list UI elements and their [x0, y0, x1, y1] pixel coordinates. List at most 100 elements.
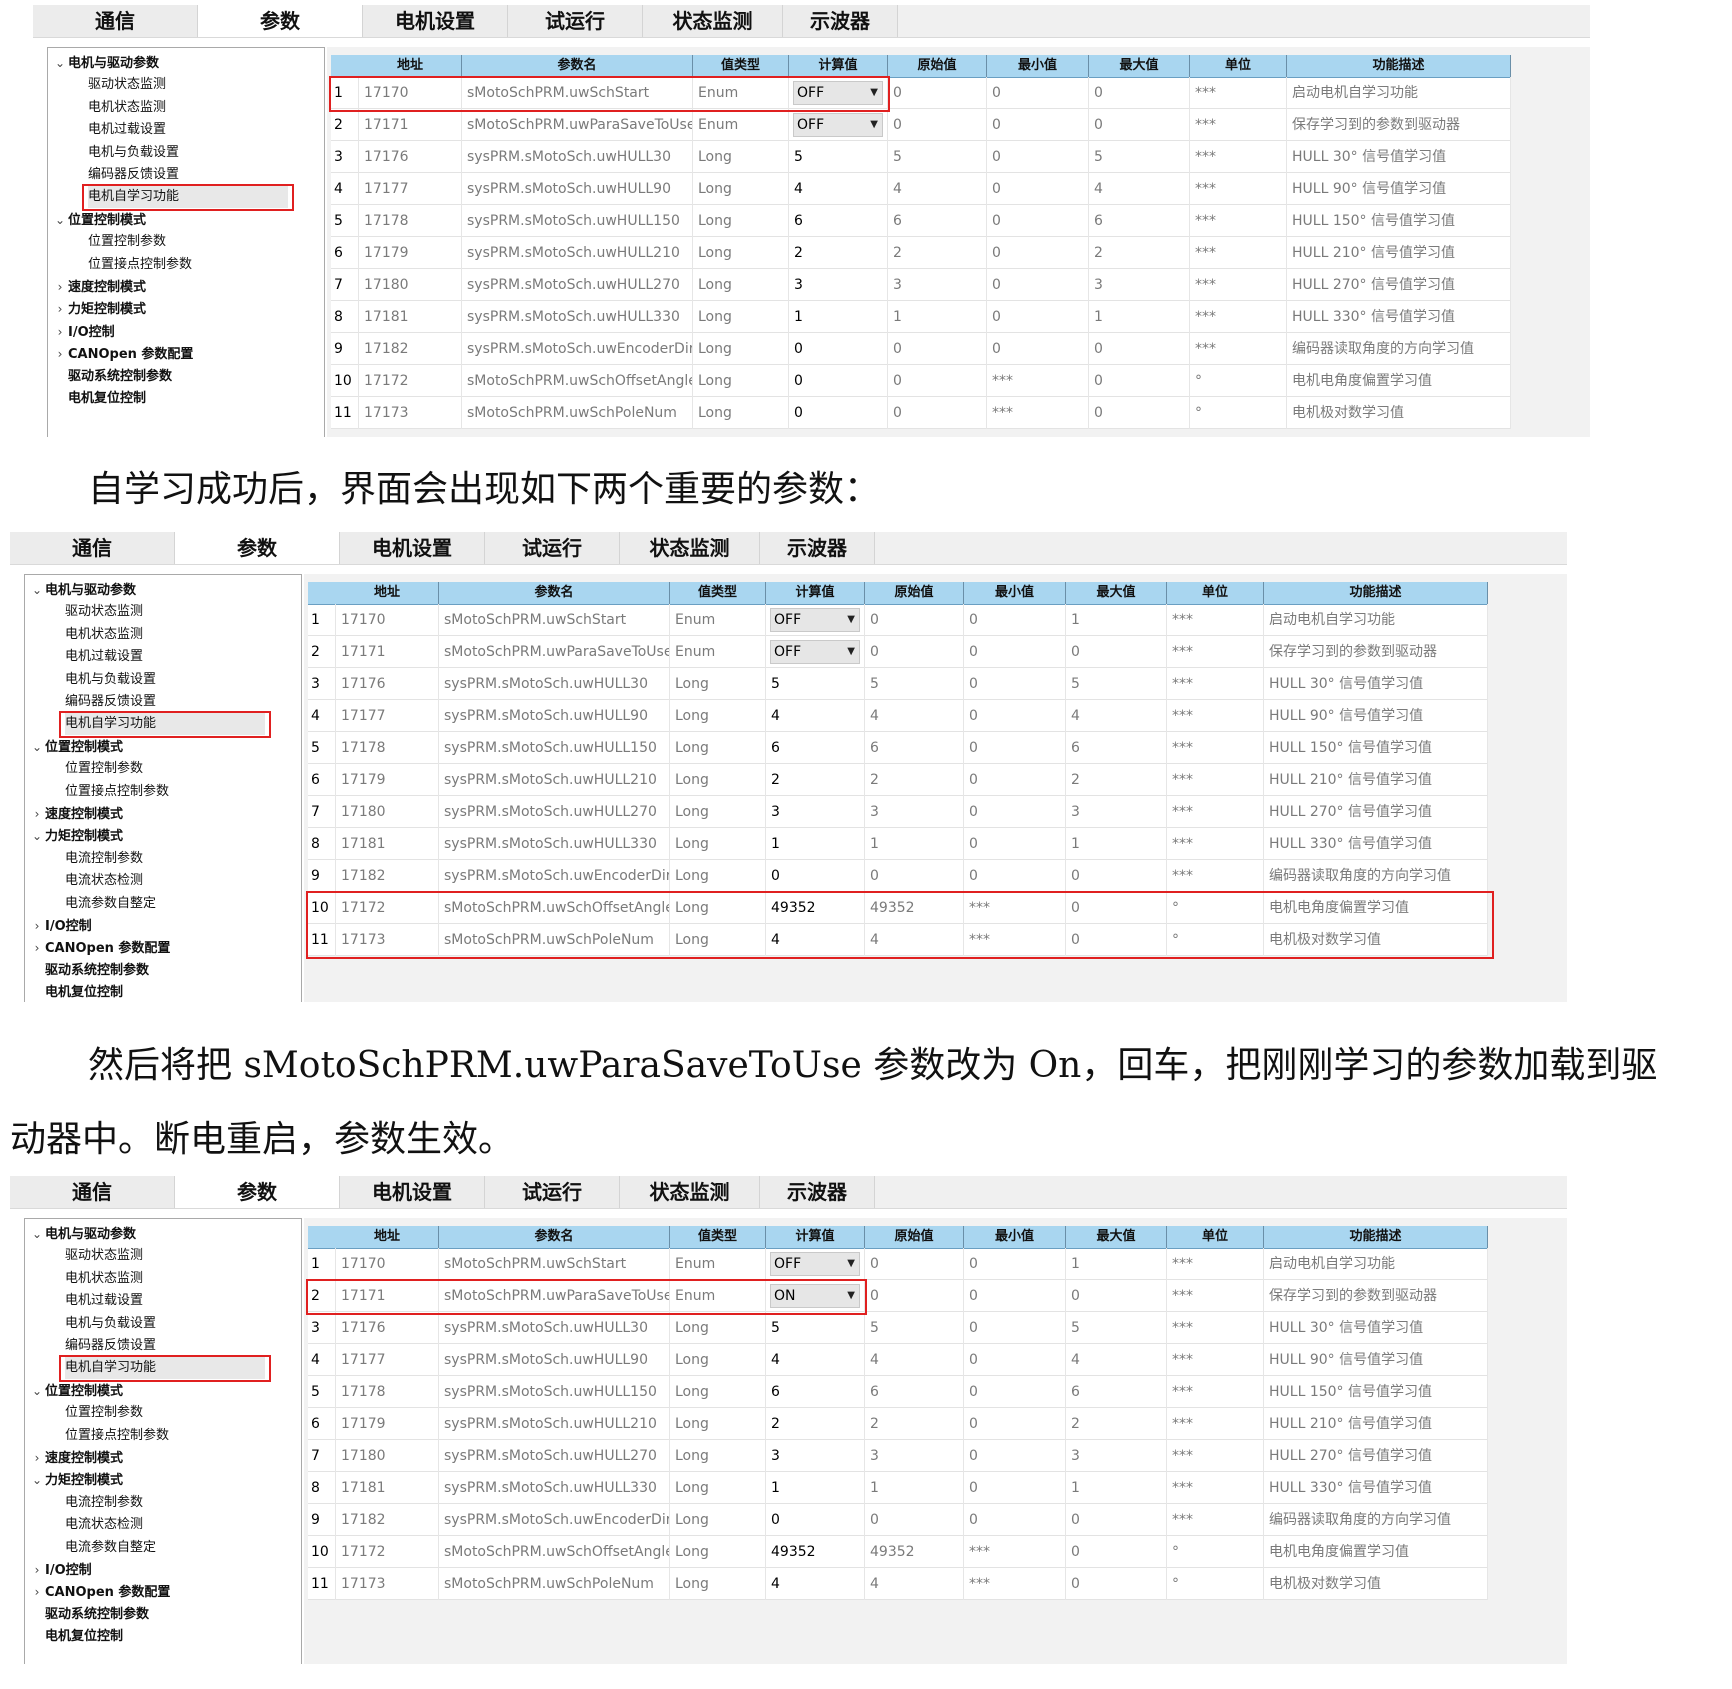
table-row[interactable]: 11 17173 sMotoSchPRM.uwSchPoleNum Long 4 4 ***…	[308, 924, 1488, 956]
table-cell[interactable]: 3	[766, 1440, 865, 1472]
chevron-right-icon[interactable]: ›	[34, 1585, 40, 1600]
tab-1[interactable]: 参数	[175, 532, 340, 564]
chevron-right-icon[interactable]: ›	[34, 919, 40, 933]
column-header[interactable]: 最大值	[1066, 582, 1167, 604]
column-header[interactable]: 最大值	[1089, 55, 1190, 77]
table-row[interactable]: 4 17177 sysPRM.sMotoSch.uwHULL90 Long 4 4 0 4 **…	[308, 700, 1488, 732]
tree-item[interactable]: 驱动系统控制参数	[29, 1604, 149, 1626]
table-cell[interactable]: ON ▼	[766, 1280, 865, 1312]
table-cell[interactable]: 0	[789, 365, 888, 397]
tree-item[interactable]: 电机复位控制	[29, 982, 123, 1002]
column-header[interactable]: 值类型	[670, 1226, 766, 1248]
tree-item[interactable]: ⌄ 力矩控制模式	[29, 825, 123, 847]
chevron-right-icon[interactable]: ›	[57, 302, 63, 317]
dropdown-arrow-icon[interactable]: ▼	[847, 1258, 855, 1269]
column-header[interactable]: 地址	[359, 55, 462, 77]
tree-item[interactable]: 位置控制参数	[65, 1402, 143, 1424]
table-cell[interactable]: 6	[789, 205, 888, 237]
tree-item[interactable]: 电机状态监测	[65, 1268, 143, 1290]
chevron-down-icon[interactable]: ⌄	[31, 1383, 43, 1398]
tree-item[interactable]: ⌄ 电机与驱动参数	[52, 52, 159, 74]
column-header[interactable]: 参数名	[462, 55, 693, 77]
value-dropdown[interactable]: OFF ▼	[770, 1252, 860, 1276]
chevron-down-icon[interactable]: ⌄	[31, 583, 43, 597]
column-header[interactable]: 单位	[1167, 1226, 1264, 1248]
tree-item[interactable]: 电流状态检测	[65, 1514, 143, 1536]
column-header[interactable]: 原始值	[865, 1226, 964, 1248]
column-header[interactable]: 地址	[336, 582, 439, 604]
table-cell[interactable]: 5	[789, 141, 888, 173]
table-row[interactable]: 1 17170 sMotoSchPRM.uwSchStart Enum OFF ▼ 0 0 1 *…	[308, 1248, 1488, 1280]
column-header[interactable]: 功能描述	[1287, 55, 1511, 77]
tab-4[interactable]: 状态监测	[620, 532, 760, 564]
table-row[interactable]: 1 17170 sMotoSchPRM.uwSchStart Enum OFF ▼ 0 0 0 *…	[331, 77, 1511, 109]
tree-item[interactable]: 电机状态监测	[65, 624, 143, 646]
table-cell[interactable]: 4	[789, 173, 888, 205]
tree-item[interactable]: › CANOpen 参数配置	[52, 343, 194, 365]
tree-item[interactable]: › CANOpen 参数配置	[29, 937, 171, 959]
table-cell[interactable]: 4	[766, 700, 865, 732]
table-row[interactable]: 7 17180 sysPRM.sMotoSch.uwHULL270 Long 3 3 0 3 *…	[308, 796, 1488, 828]
table-cell[interactable]: 1	[766, 1472, 865, 1504]
column-header[interactable]: 最小值	[987, 55, 1089, 77]
table-cell[interactable]: OFF ▼	[766, 636, 865, 668]
column-header[interactable]: 计算值	[789, 55, 888, 77]
table-row[interactable]: 3 17176 sysPRM.sMotoSch.uwHULL30 Long 5 5 0 5 **…	[331, 141, 1511, 173]
table-cell[interactable]: 0	[789, 397, 888, 429]
tree-item[interactable]: › 力矩控制模式	[52, 298, 146, 320]
table-row[interactable]: 11 17173 sMotoSchPRM.uwSchPoleNum Long 4 4 ***…	[308, 1568, 1488, 1600]
tree-item[interactable]: 位置控制参数	[65, 758, 143, 780]
column-header[interactable]: 参数名	[439, 582, 670, 604]
table-cell[interactable]: 4	[766, 924, 865, 956]
tree-item[interactable]: ⌄ 力矩控制模式	[29, 1469, 123, 1491]
tree-item[interactable]: 电流参数自整定	[65, 1537, 156, 1559]
tree-item[interactable]: 电机过载设置	[88, 119, 166, 141]
tree-item[interactable]: 电机复位控制	[52, 388, 146, 410]
value-dropdown[interactable]: ON ▼	[770, 1284, 860, 1308]
table-row[interactable]: 6 17179 sysPRM.sMotoSch.uwHULL210 Long 2 2 0 2 *…	[331, 237, 1511, 269]
table-row[interactable]: 4 17177 sysPRM.sMotoSch.uwHULL90 Long 4 4 0 4 **…	[308, 1344, 1488, 1376]
tab-4[interactable]: 状态监测	[643, 5, 783, 37]
tree-item[interactable]: 电机复位控制	[29, 1626, 123, 1648]
column-header[interactable]: 最小值	[964, 582, 1066, 604]
column-header[interactable]: 单位	[1167, 582, 1264, 604]
tab-1[interactable]: 参数	[198, 5, 363, 37]
table-row[interactable]: 3 17176 sysPRM.sMotoSch.uwHULL30 Long 5 5 0 5 **…	[308, 1312, 1488, 1344]
tab-2[interactable]: 电机设置	[340, 1176, 485, 1208]
table-cell[interactable]: 3	[766, 796, 865, 828]
tree-item[interactable]: 电机过载设置	[65, 646, 143, 668]
column-header[interactable]: 地址	[336, 1226, 439, 1248]
tab-0[interactable]: 通信	[10, 1176, 175, 1208]
tab-3[interactable]: 试运行	[508, 5, 643, 37]
table-cell[interactable]: 2	[766, 1408, 865, 1440]
column-header[interactable]: 值类型	[670, 582, 766, 604]
table-cell[interactable]: OFF ▼	[766, 604, 865, 636]
column-header[interactable]: 最小值	[964, 1226, 1066, 1248]
tree-item[interactable]: › 速度控制模式	[29, 1447, 123, 1469]
tab-5[interactable]: 示波器	[760, 532, 875, 564]
tree-item[interactable]: 电流控制参数	[65, 1492, 143, 1514]
chevron-down-icon[interactable]: ⌄	[54, 212, 66, 227]
table-row[interactable]: 4 17177 sysPRM.sMotoSch.uwHULL90 Long 4 4 0 4 **…	[331, 173, 1511, 205]
tree-item[interactable]: 电机与负载设置	[65, 1313, 156, 1335]
table-row[interactable]: 5 17178 sysPRM.sMotoSch.uwHULL150 Long 6 6 0 6 *…	[308, 732, 1488, 764]
tree-item[interactable]: 电机过载设置	[65, 1290, 143, 1312]
dropdown-arrow-icon[interactable]: ▼	[847, 646, 855, 657]
table-row[interactable]: 10 17172 sMotoSchPRM.uwSchOffsetAngle Long 4…	[308, 1536, 1488, 1568]
table-cell[interactable]: 3	[789, 269, 888, 301]
column-header[interactable]: 原始值	[865, 582, 964, 604]
table-row[interactable]: 8 17181 sysPRM.sMotoSch.uwHULL330 Long 1 1 0 1 *…	[308, 828, 1488, 860]
table-row[interactable]: 2 17171 sMotoSchPRM.uwParaSaveToUse Enum OFF…	[308, 636, 1488, 668]
tab-5[interactable]: 示波器	[783, 5, 898, 37]
tree-item[interactable]: 驱动状态监测	[65, 1245, 143, 1267]
column-header[interactable]: 计算值	[766, 1226, 865, 1248]
table-cell[interactable]: 4	[766, 1568, 865, 1600]
tree-item[interactable]: 编码器反馈设置	[65, 1335, 156, 1357]
tree-item[interactable]: 电流状态检测	[65, 870, 143, 892]
tree-item[interactable]: ⌄ 位置控制模式	[29, 736, 123, 758]
tree-item[interactable]: 位置控制参数	[88, 231, 166, 253]
tree-item[interactable]: 驱动状态监测	[65, 601, 143, 623]
table-cell[interactable]: 1	[789, 301, 888, 333]
tree-item[interactable]: ⌄ 电机与驱动参数	[29, 579, 136, 601]
tab-3[interactable]: 试运行	[485, 532, 620, 564]
